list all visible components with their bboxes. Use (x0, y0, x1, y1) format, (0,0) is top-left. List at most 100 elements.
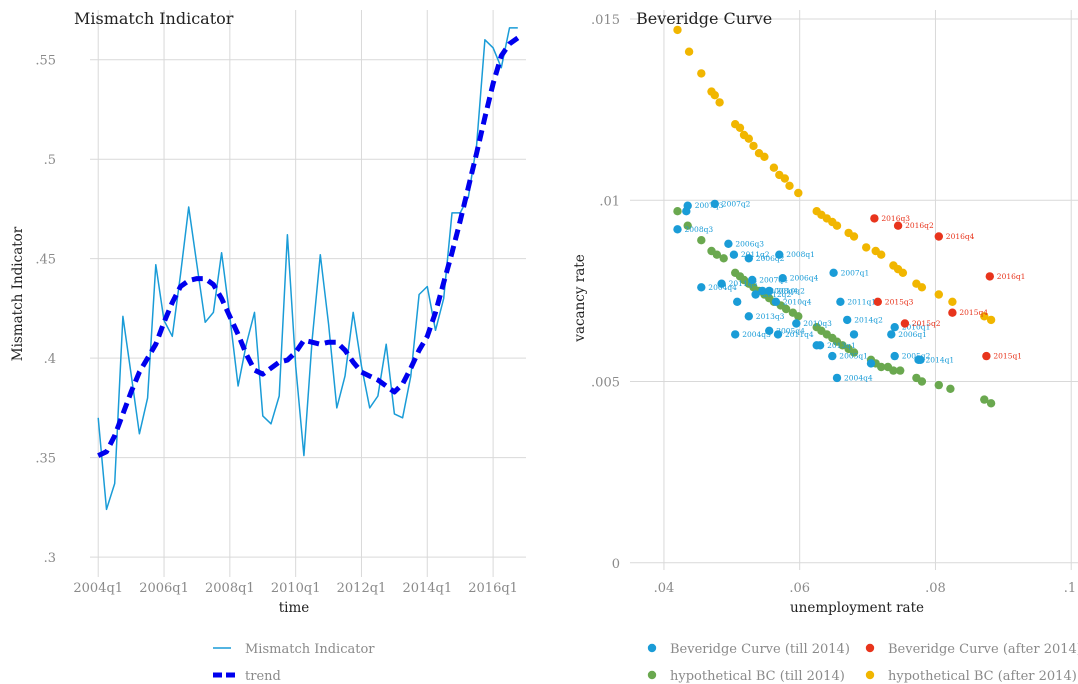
point-label: 2010q3 (803, 319, 832, 328)
scatter-point (769, 163, 779, 172)
point-label: 2012q2 (763, 290, 792, 299)
y-tick-label: .35 (35, 452, 56, 467)
scatter-point (887, 330, 896, 339)
point-label: 2007q4 (759, 276, 788, 285)
x-tick-label: .08 (925, 581, 946, 596)
scatter-point (982, 351, 991, 361)
y-tick-label: .4 (44, 352, 56, 367)
point-label: 2016q1 (997, 272, 1026, 281)
point-label: 2011q4 (785, 330, 814, 339)
legend-label: Beveridge Curve (till 2014) (670, 642, 850, 657)
chart-title: Mismatch Indicator (74, 9, 234, 28)
point-label: 2011q3 (729, 279, 758, 288)
scatter-point (673, 25, 682, 35)
scatter-point (985, 272, 994, 281)
scatter-point (775, 250, 784, 259)
point-label: 2015q2 (912, 319, 941, 328)
x-axis-label: unemployment rate (790, 600, 924, 616)
scatter-point (735, 123, 745, 132)
scatter-point (719, 254, 728, 263)
scatter-point (934, 232, 943, 241)
scatter-point (778, 274, 787, 283)
point-label: 2006q2 (756, 254, 785, 263)
scatter-point (731, 330, 740, 339)
x-tick-label: 2016q1 (468, 581, 518, 596)
scatter-point (717, 279, 726, 288)
point-label: 2004q3 (742, 330, 771, 339)
scatter-point (712, 250, 722, 259)
scatter-point (980, 395, 989, 404)
legend-label: trend (245, 669, 281, 684)
scatter-point (771, 297, 781, 306)
x-tick-label: .1 (1064, 581, 1076, 596)
scatter-point (916, 355, 925, 364)
point-label: 2008q4 (769, 286, 798, 295)
scatter-point (870, 214, 879, 223)
scatter-point (781, 304, 791, 314)
scatter-point (792, 319, 801, 328)
point-label: 2014q2 (854, 315, 883, 324)
point-label: 2005q1 (839, 352, 868, 361)
legend-label: hypothetical BC (after 2014) (888, 669, 1077, 684)
scatter-point (946, 384, 955, 393)
point-label: 2006q4 (790, 274, 819, 283)
scatter-point (715, 98, 724, 107)
series-line-mismatch-indicator (97, 27, 518, 511)
y-tick-label: .45 (35, 253, 56, 268)
scatter-point (683, 221, 692, 230)
series-line-trend (97, 35, 520, 458)
scatter-point (873, 297, 882, 306)
scatter-point (765, 286, 774, 296)
scatter-point (896, 366, 905, 375)
x-tick-label: .06 (789, 581, 810, 596)
scatter-point (794, 312, 803, 321)
legend-label: Mismatch Indicator (245, 642, 375, 657)
point-label: 2008q1 (786, 250, 815, 259)
point-label: 2010q2 (776, 286, 805, 295)
y-tick-label: .01 (599, 194, 620, 209)
point-label: 2004q4 (844, 373, 873, 382)
scatter-point (812, 341, 821, 350)
legend-marker (647, 670, 657, 680)
scatter-point (934, 380, 943, 390)
x-tick-label: 2014q1 (402, 581, 452, 596)
y-axis-label: vacancy rate (572, 254, 588, 342)
scatter-point (893, 221, 903, 230)
point-label: 2005q4 (776, 326, 805, 335)
legend-marker (865, 670, 875, 680)
scatter-point (828, 351, 837, 361)
scatter-point (673, 225, 682, 234)
point-label: 2015q4 (959, 308, 988, 317)
legend-label: Beveridge Curve (after 2014) (888, 642, 1078, 657)
scatter-point (785, 181, 794, 190)
scatter-point (744, 312, 753, 321)
legend-marker (865, 643, 875, 653)
legend-marker (647, 643, 657, 653)
point-label: 2006q3 (735, 239, 764, 248)
point-label: 2004q4 (708, 283, 737, 292)
x-tick-label: 2010q1 (271, 581, 321, 596)
scatter-point (948, 308, 957, 317)
point-label: 2005q2 (902, 352, 931, 361)
scatter-point (838, 341, 847, 350)
scatter-point (673, 207, 682, 216)
point-label: 2007q3 (695, 201, 724, 210)
scatter-point (697, 236, 706, 245)
x-tick-label: 2008q1 (205, 581, 255, 596)
x-tick-label: 2004q1 (73, 581, 123, 596)
point-label: 2016q2 (905, 221, 934, 230)
y-tick-label: .015 (591, 13, 620, 28)
scatter-point (890, 351, 899, 361)
scatter-point (934, 290, 943, 299)
scatter-point (862, 243, 871, 252)
scatter-point (682, 207, 691, 216)
y-tick-label: .005 (591, 376, 620, 391)
x-tick-label: .04 (654, 581, 675, 596)
point-label: 2016q3 (881, 214, 910, 223)
scatter-point (710, 91, 719, 100)
scatter-point (744, 134, 753, 143)
scatter-point (980, 312, 989, 321)
scatter-point (836, 297, 845, 306)
scatter-point (733, 297, 742, 306)
